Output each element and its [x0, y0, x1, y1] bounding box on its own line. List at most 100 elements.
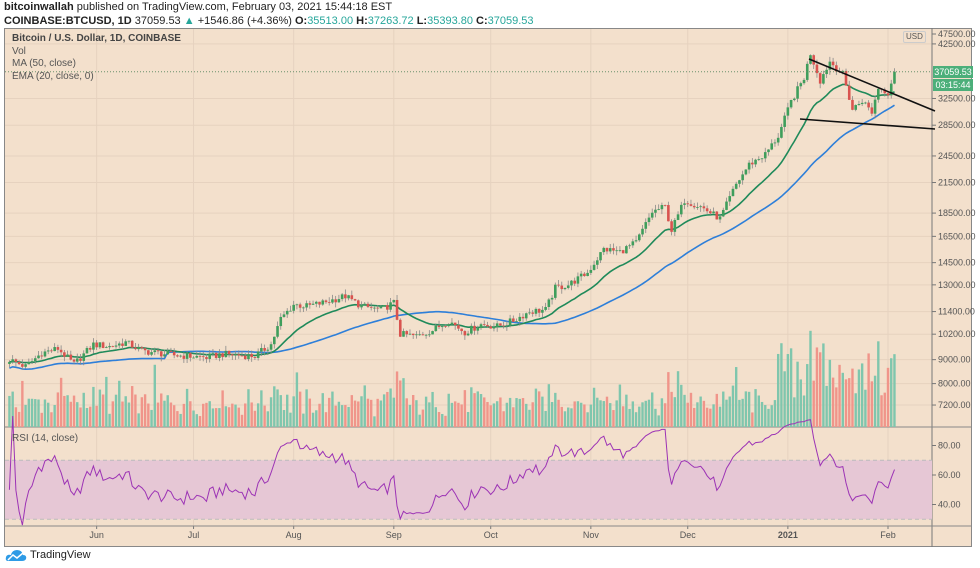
- author[interactable]: bitcoinwallah: [4, 1, 74, 13]
- candle: [402, 328, 405, 337]
- candle-body: [46, 350, 50, 352]
- volume-bar: [680, 384, 683, 427]
- volume-bar: [279, 395, 282, 427]
- volume-bar: [570, 408, 573, 427]
- candle-body: [369, 306, 373, 308]
- legend-ma[interactable]: MA (50, close): [12, 58, 76, 69]
- candle-body: [376, 307, 379, 309]
- candle-body: [773, 142, 777, 144]
- candle-body: [602, 247, 606, 253]
- volume-bar: [854, 393, 857, 427]
- volume-bar: [499, 397, 502, 427]
- candle-body: [53, 347, 56, 352]
- candle-body: [650, 212, 654, 218]
- candle: [153, 347, 157, 356]
- volume-bar: [382, 394, 386, 427]
- candle-body: [657, 209, 660, 211]
- volume-bar: [437, 412, 441, 427]
- legend-vol[interactable]: Vol: [12, 45, 26, 57]
- tradingview-logo[interactable]: TradingView: [5, 548, 91, 562]
- candle: [224, 345, 228, 358]
- close-label: C:: [476, 15, 488, 27]
- candle-body: [33, 358, 37, 362]
- candle: [528, 308, 531, 315]
- candle: [314, 300, 318, 308]
- candle: [637, 233, 641, 242]
- candle: [573, 277, 576, 287]
- volume-bar: [92, 386, 95, 427]
- candle: [650, 208, 654, 220]
- candle-body: [182, 355, 186, 359]
- legend-rsi[interactable]: RSI (14, close): [12, 433, 79, 444]
- candle: [66, 350, 69, 357]
- volume-bar: [835, 387, 838, 427]
- candle: [763, 147, 767, 163]
- volume-bar: [812, 380, 815, 427]
- volume-bar: [515, 398, 518, 427]
- candle-body: [851, 99, 854, 110]
- candle: [163, 349, 166, 358]
- volume-bar: [256, 403, 260, 427]
- volume-bar: [98, 389, 102, 427]
- volume-bar: [56, 392, 60, 427]
- candle-body: [573, 280, 576, 284]
- legend-ema[interactable]: EMA (20, close, 0): [12, 70, 94, 82]
- volume-bar: [725, 399, 728, 427]
- candle-body: [731, 188, 735, 197]
- volume-bar: [105, 376, 108, 427]
- candle-body: [273, 336, 276, 345]
- price-tick-label: 11400.00: [938, 307, 975, 317]
- candle-body: [583, 273, 586, 277]
- candle: [108, 342, 111, 350]
- candle-body: [395, 299, 399, 320]
- candle: [117, 341, 121, 348]
- volume-bar: [50, 412, 53, 427]
- volume-bar: [166, 395, 169, 427]
- candle-body: [560, 285, 564, 290]
- volume-bar: [137, 413, 140, 427]
- candle: [27, 358, 31, 365]
- candle-body: [531, 312, 534, 314]
- candle-body: [667, 205, 670, 222]
- volume-bar: [625, 394, 628, 427]
- candle-body: [444, 326, 447, 327]
- volume-bar: [867, 353, 870, 427]
- volume-bar: [428, 402, 431, 427]
- candle: [579, 270, 583, 281]
- candle: [870, 102, 874, 117]
- candle: [596, 257, 599, 269]
- volume-bar: [447, 393, 450, 427]
- candle-body: [592, 264, 596, 270]
- candle-body: [150, 352, 153, 355]
- candle-body: [466, 333, 470, 336]
- time-tick-label: 2021: [778, 530, 798, 540]
- candle-body: [660, 205, 664, 210]
- chart-legend: Bitcoin / U.S. Dollar, 1D, COINBASE Vol …: [12, 33, 181, 83]
- candle: [844, 68, 848, 86]
- candle: [889, 79, 893, 99]
- volume-bar: [660, 398, 664, 427]
- volume-bar: [689, 392, 693, 427]
- volume-bar: [441, 413, 444, 427]
- candle-body: [541, 309, 544, 313]
- candle-body: [85, 347, 89, 354]
- candle: [770, 139, 774, 151]
- volume-bar: [379, 400, 383, 427]
- price-tick-label: 21500.00: [938, 178, 976, 188]
- candle-body: [709, 211, 712, 214]
- candle: [444, 324, 447, 328]
- candle-body: [147, 350, 150, 355]
- candle-body: [453, 322, 457, 326]
- candle-body: [521, 316, 525, 319]
- candle-body: [518, 316, 522, 322]
- volume-bar: [495, 401, 499, 427]
- candle: [692, 202, 696, 210]
- volume-bar: [8, 395, 11, 427]
- candle-body: [734, 183, 738, 189]
- candle: [589, 265, 593, 276]
- candle: [621, 249, 625, 254]
- candle-body: [382, 305, 386, 307]
- open-label: O:: [294, 15, 308, 27]
- candle: [767, 149, 770, 156]
